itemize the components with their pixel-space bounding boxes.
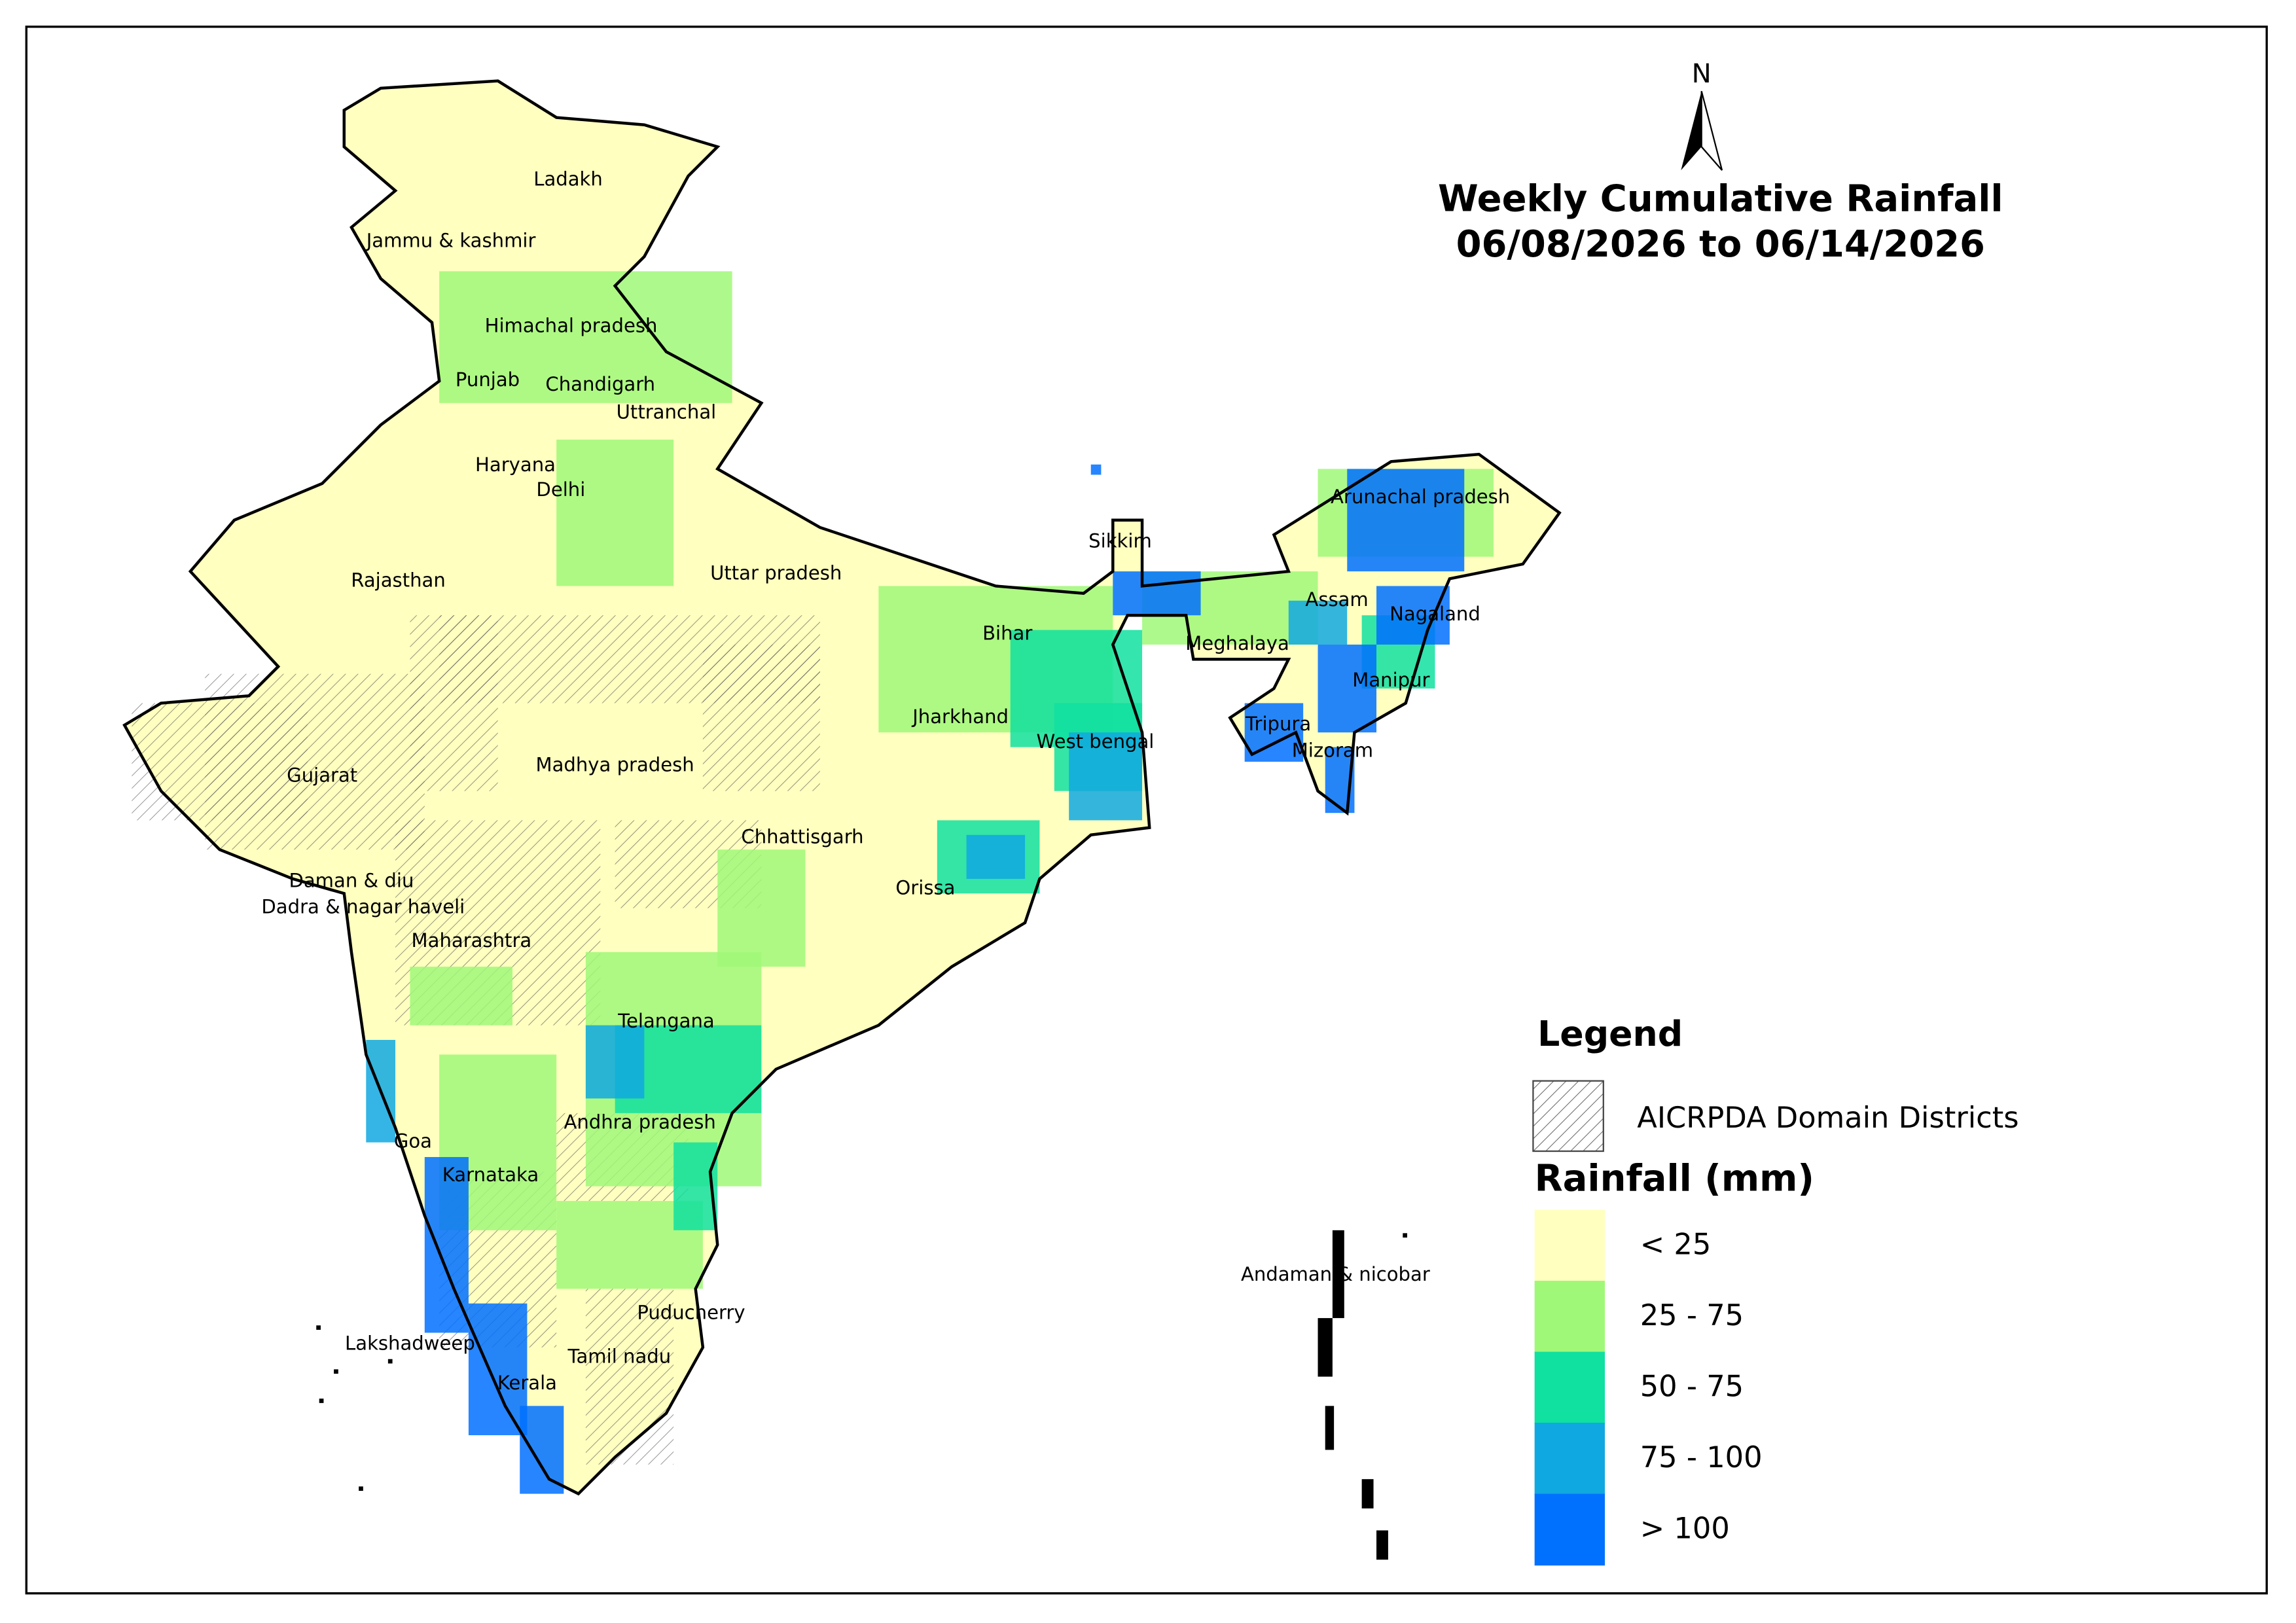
region-label: Punjab <box>456 368 520 391</box>
region-label: Uttar pradesh <box>710 562 842 584</box>
region-label: Arunachal pradesh <box>1331 486 1510 508</box>
region-label: Meghalaya <box>1185 632 1289 654</box>
region-label: Himachal pradesh <box>485 314 658 336</box>
rainfall-patch <box>1347 469 1465 572</box>
region-label: Dadra & nagar haveli <box>261 896 465 918</box>
hatched-area <box>585 1289 674 1465</box>
region-label: Chhattisgarh <box>741 825 863 847</box>
region-label: Andhra pradesh <box>564 1111 715 1133</box>
legend-label: < 25 <box>1640 1226 1712 1261</box>
region-label: Daman & diu <box>289 869 414 891</box>
region-label: Sikkim <box>1088 529 1152 552</box>
island <box>1332 1230 1344 1319</box>
region-label: Orissa <box>895 877 955 899</box>
region-label: Ladakh <box>533 168 603 190</box>
region-label: Chandigarh <box>545 373 655 395</box>
region-label: Goa <box>394 1130 432 1152</box>
region-label: Manipur <box>1352 669 1429 691</box>
island <box>1403 1233 1407 1238</box>
north-label: N <box>1692 59 1712 89</box>
island <box>319 1399 324 1403</box>
legend-label: AICRPDA Domain Districts <box>1637 1100 2018 1135</box>
legend-label: 25 - 75 <box>1640 1298 1744 1332</box>
north-arrow <box>1700 90 1723 171</box>
region-label: Tripura <box>1245 713 1311 735</box>
island <box>1376 1530 1388 1560</box>
region-label: Haryana <box>475 454 556 476</box>
rainfall-patch <box>717 849 806 967</box>
rainfall-patch <box>520 1406 564 1494</box>
india-border <box>122 79 1562 1496</box>
region-label: Bihar <box>982 622 1032 644</box>
hatch-swatch <box>1532 1080 1604 1152</box>
island <box>1361 1479 1374 1508</box>
legend-swatch <box>1534 1423 1605 1495</box>
region-label: Maharashtra <box>412 929 532 952</box>
legend-swatch <box>1534 1281 1605 1353</box>
region-label: Puducherry <box>637 1301 745 1323</box>
island <box>1318 1318 1333 1377</box>
legend-label: 75 - 100 <box>1640 1440 1763 1474</box>
region-label: Gujarat <box>287 764 357 786</box>
island <box>387 1359 393 1364</box>
legend-label: 50 - 75 <box>1640 1368 1744 1403</box>
region-label: Jharkhand <box>911 705 1009 728</box>
region-label: Uttranchal <box>617 401 717 423</box>
region-labels: Ladakh Jammu & kashmir Himachal pradesh Pun… <box>261 168 1510 1394</box>
region-label: Karnataka <box>442 1164 539 1186</box>
region-label: Tamil nadu <box>567 1345 672 1367</box>
north-arrow <box>1681 91 1702 171</box>
title: Weekly Cumulative Rainfall <box>1438 178 2003 221</box>
region-label: Delhi <box>536 478 585 501</box>
rainfall-patch <box>1288 600 1348 645</box>
rainfall-patch <box>966 834 1026 879</box>
island <box>334 1369 338 1374</box>
legend-title: Legend <box>1537 1013 1683 1054</box>
legend-label: > 100 <box>1640 1510 1730 1545</box>
legend-swatch <box>1534 1493 1605 1566</box>
region-label: West bengal <box>1037 730 1155 753</box>
region-label: Madhya pradesh <box>536 754 694 776</box>
legend: < 25 25 - 75 50 - 75 75 - 100 > 100 <box>1534 1209 1763 1566</box>
island <box>316 1325 321 1330</box>
region-label: Jammu & kashmir <box>365 230 536 252</box>
hatched-area <box>205 673 425 850</box>
region-label: Rajasthan <box>351 569 446 592</box>
rainfall-patch <box>1376 586 1450 645</box>
region-label: Assam <box>1305 588 1368 611</box>
land <box>122 79 1562 1560</box>
rainfall-patch <box>556 439 674 586</box>
island <box>1325 1406 1335 1450</box>
rainfall-patch <box>439 271 732 403</box>
region-label: Nagaland <box>1390 603 1480 625</box>
rainfall-patch <box>410 967 513 1026</box>
legend-subtitle: Rainfall (mm) <box>1535 1157 1814 1200</box>
legend-swatch <box>1534 1351 1605 1424</box>
region-label: Telangana <box>617 1010 715 1032</box>
region-label: Mizoram <box>1292 739 1373 761</box>
region-label: Lakshadweep <box>345 1332 475 1354</box>
rainfall-patch <box>1318 644 1377 733</box>
region-label: Kerala <box>497 1372 557 1394</box>
rainfall-patch <box>468 1303 528 1436</box>
island <box>359 1486 363 1491</box>
hatched-area <box>702 644 820 791</box>
legend-swatch <box>1534 1209 1605 1282</box>
rainfall-patch <box>1113 571 1201 616</box>
region-label: Andaman & nicobar <box>1241 1263 1430 1285</box>
rainfall-patch <box>1090 464 1102 475</box>
rainfall-patch <box>585 1025 645 1099</box>
rainfall-patch <box>1069 732 1143 821</box>
title: 06/08/2026 to 06/14/2026 <box>1456 223 1985 266</box>
